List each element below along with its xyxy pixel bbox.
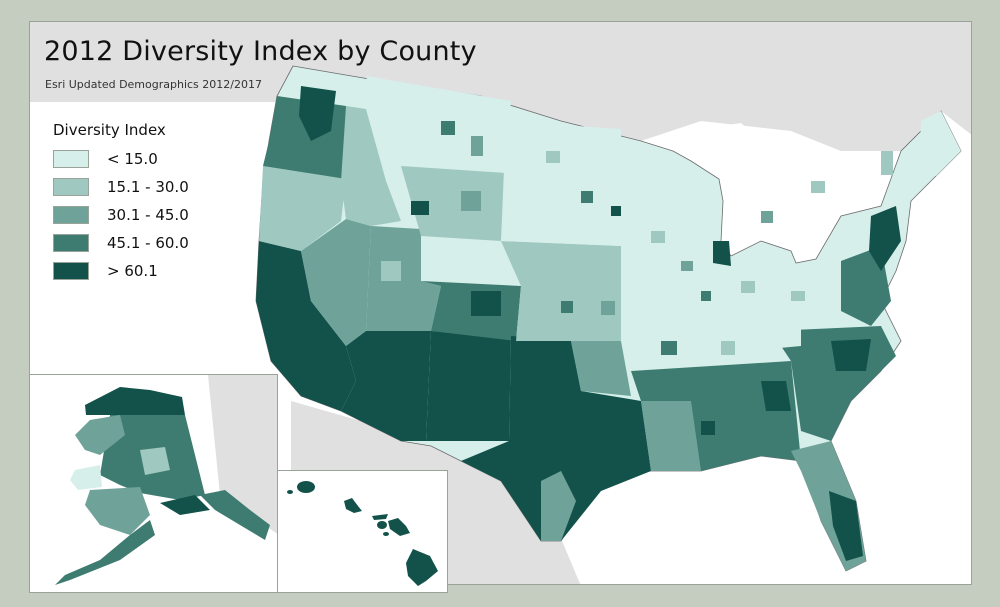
region-maine <box>919 111 961 176</box>
legend-label: > 60.1 <box>107 262 158 280</box>
region-dakotas <box>501 121 621 246</box>
region-new-mexico <box>426 331 511 441</box>
alaska-central-band <box>140 447 170 475</box>
legend-item: 15.1 - 30.0 <box>53 173 189 201</box>
legend-swatch <box>53 262 89 280</box>
alaska-southwest <box>85 487 150 535</box>
legend: Diversity Index < 15.0 15.1 - 30.0 30.1 … <box>53 121 189 285</box>
map-title: 2012 Diversity Index by County <box>44 36 477 67</box>
alaska-west <box>75 415 125 455</box>
legend-swatch <box>53 178 89 196</box>
county-patches <box>381 121 893 435</box>
region-idaho <box>341 106 401 226</box>
hawaii-islands <box>287 481 438 586</box>
region-california <box>256 241 356 411</box>
region-texas <box>461 336 651 541</box>
hawaii-map <box>287 481 438 586</box>
region-wa-east <box>299 86 336 141</box>
region-arizona <box>341 331 431 441</box>
contiguous-us-map <box>30 22 971 584</box>
region-wyoming <box>401 166 506 241</box>
region-nc-dark <box>831 339 871 371</box>
legend-item: 30.1 - 45.0 <box>53 201 189 229</box>
alaska-panhandle <box>200 490 270 540</box>
legend-swatch <box>53 150 89 168</box>
region-tennessee-ky <box>641 301 801 361</box>
legend-label: 30.1 - 45.0 <box>107 206 189 224</box>
canada-yukon <box>180 375 277 534</box>
region-nevada <box>301 219 371 346</box>
region-nyc-dark <box>869 206 901 271</box>
region-chicago-dark <box>713 241 731 266</box>
alaska-north <box>85 387 185 420</box>
region-louisiana-dark <box>641 401 701 471</box>
alaska-peninsula <box>55 520 155 585</box>
legend-label: < 15.0 <box>107 150 158 168</box>
region-georgia-dark <box>761 381 791 411</box>
legend-swatch <box>53 206 89 224</box>
hawaii-inset <box>277 470 448 593</box>
alaska-map <box>55 375 277 585</box>
region-texas-south <box>541 471 576 541</box>
region-oklahoma <box>516 341 631 396</box>
alaska-south-coast-dark <box>160 495 210 515</box>
legend-item: 45.1 - 60.0 <box>53 229 189 257</box>
legend-item: < 15.0 <box>53 145 189 173</box>
great-lakes <box>673 123 891 263</box>
region-kansas-nebraska <box>501 241 621 341</box>
legend-title: Diversity Index <box>53 121 166 139</box>
legend-label: 45.1 - 60.0 <box>107 234 189 252</box>
region-utah <box>366 226 441 331</box>
region-oregon <box>259 166 346 251</box>
alaska-inset <box>29 374 278 593</box>
legend-swatch <box>53 234 89 252</box>
legend-item: > 60.1 <box>53 257 189 285</box>
region-florida-dark <box>829 491 863 561</box>
map-subtitle: Esri Updated Demographics 2012/2017 <box>45 78 262 91</box>
legend-label: 15.1 - 30.0 <box>107 178 189 196</box>
alaska-lightest <box>70 465 102 490</box>
